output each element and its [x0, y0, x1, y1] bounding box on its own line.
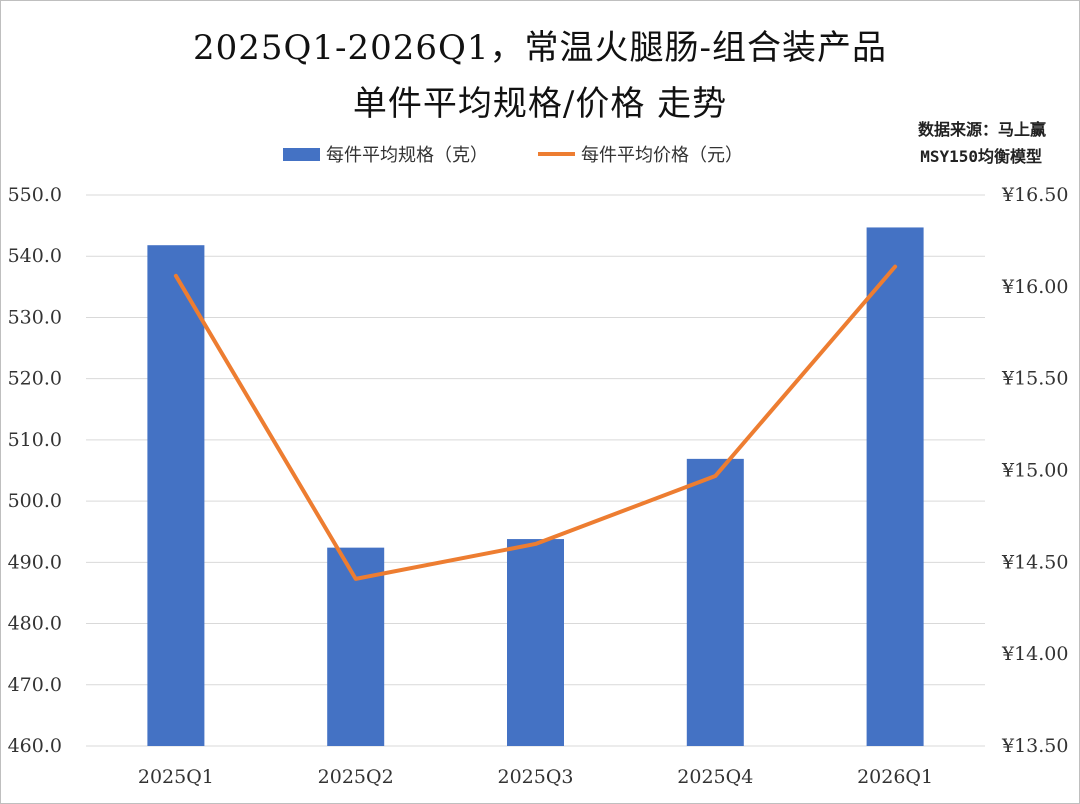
y-left-tick-label: 510.0: [8, 429, 62, 451]
legend-label-line: 每件平均价格（元）: [581, 145, 743, 166]
y-left-tick-label: 490.0: [8, 551, 62, 573]
legend-item-line: 每件平均价格（元）: [488, 141, 743, 167]
legend-item-bar: 每件平均规格（克）: [283, 141, 488, 167]
x-category-label: 2026Q1: [857, 766, 933, 788]
y-right-tick-label: ¥16.50: [1001, 184, 1068, 206]
chart-title-line-1: 2025Q1-2026Q1，常温火腿肠-组合装产品: [192, 28, 888, 68]
data-source-label: 数据来源：马上赢: [917, 120, 1046, 139]
y-left-tick-label: 530.0: [8, 306, 62, 328]
y-right-tick-label: ¥16.00: [1001, 276, 1068, 298]
legend-label-bar: 每件平均规格（克）: [326, 145, 488, 166]
bar: [866, 227, 924, 747]
x-category-label: 2025Q4: [677, 766, 753, 788]
chart-title-line-2: 单件平均规格/价格 走势: [352, 84, 728, 124]
chart-legend: 每件平均规格（克） 每件平均价格（元）: [283, 142, 743, 166]
y-right-tick-label: ¥13.50: [1001, 735, 1068, 757]
data-source-model: MSY150均衡模型: [920, 147, 1042, 166]
y-left-tick-label: 480.0: [8, 613, 62, 635]
y-right-tick-label: ¥14.50: [1001, 551, 1068, 573]
bar: [147, 245, 205, 747]
bar: [507, 539, 564, 746]
y-left-tick-label: 470.0: [8, 674, 62, 696]
legend-swatch-line: [538, 152, 575, 156]
x-category-label: 2025Q2: [318, 766, 394, 788]
legend-swatch-bar: [283, 147, 320, 161]
y-left-tick-label: 540.0: [8, 245, 62, 267]
y-right-tick-label: ¥14.00: [1001, 643, 1068, 665]
y-right-tick-label: ¥15.00: [1001, 460, 1068, 482]
y-right-tick-label: ¥15.50: [1001, 368, 1068, 390]
y-left-tick-label: 460.0: [8, 735, 62, 757]
x-category-label: 2025Q3: [497, 766, 573, 788]
bar: [686, 458, 744, 746]
x-category-label: 2025Q1: [138, 766, 214, 788]
y-left-tick-label: 520.0: [8, 368, 62, 390]
price-line: [173, 264, 898, 581]
y-left-tick-label: 500.0: [8, 490, 62, 512]
y-left-tick-label: 550.0: [8, 184, 62, 206]
